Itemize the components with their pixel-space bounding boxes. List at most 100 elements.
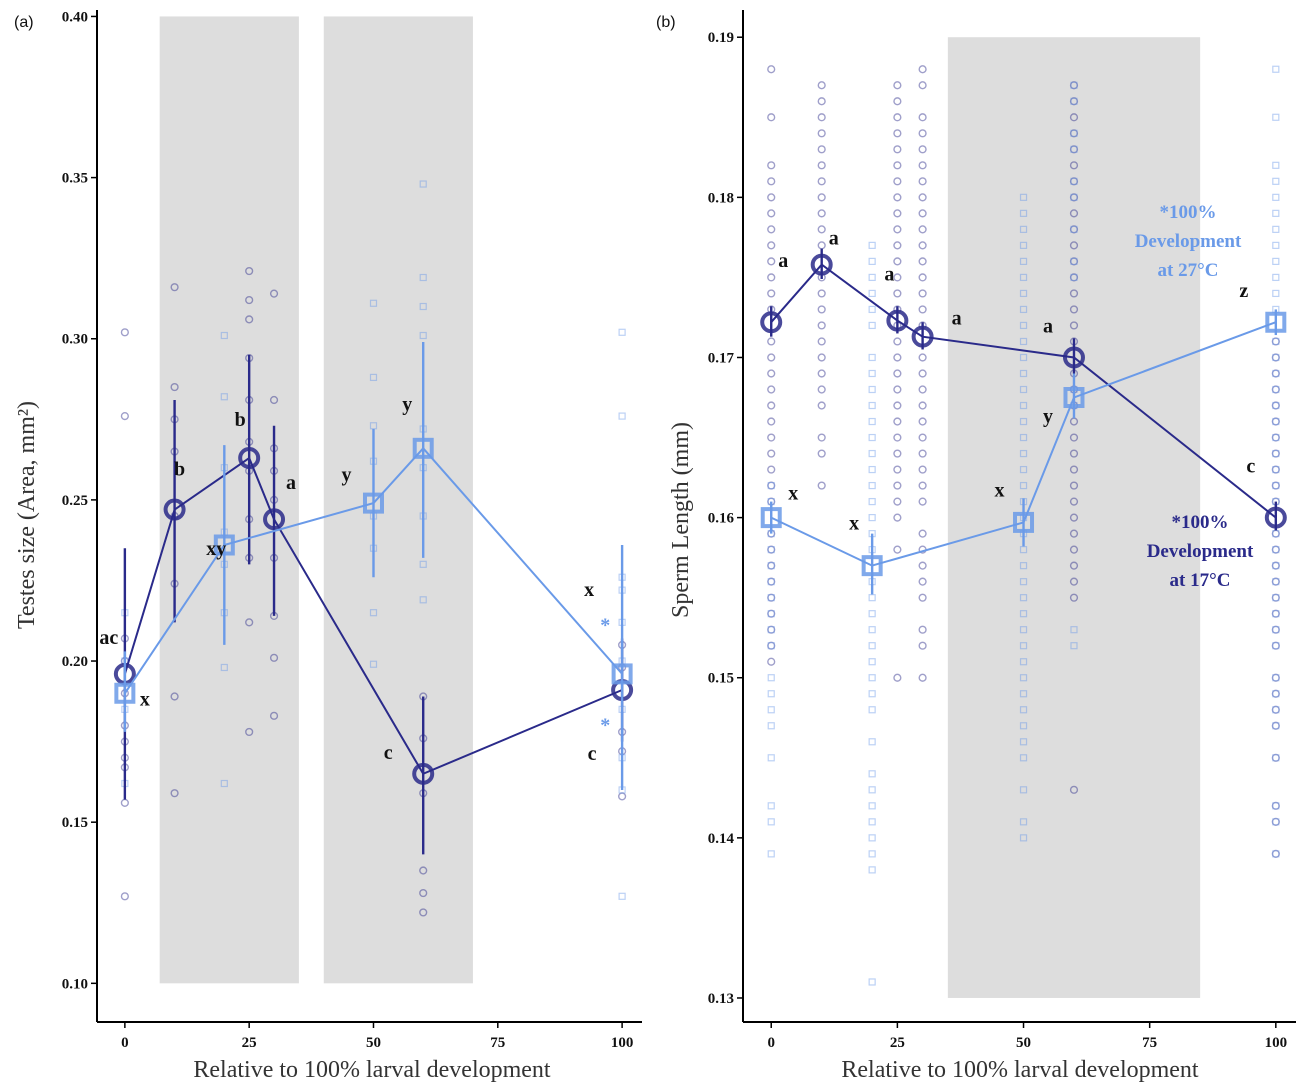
raw-point-dark: [1069, 209, 1079, 218]
raw-point-dark: [1069, 177, 1079, 186]
raw-point-dark: [893, 481, 902, 490]
raw-point-dark: [918, 369, 927, 378]
raw-point-dark: [767, 193, 776, 202]
panel-b-letters: a a a a a c x x x y z: [778, 228, 1255, 535]
raw-point-dark: [1069, 321, 1079, 330]
raw-point-dark: [767, 113, 776, 122]
mean-point-dark: [1264, 506, 1287, 529]
raw-point-dark: [120, 411, 129, 421]
panel-a-axes: 0.10 0.15 0.20 0.25 0.30 0.35 0.40 0 25 50 75 100: [62, 9, 642, 1051]
raw-point-dark: [817, 113, 826, 122]
raw-point-dark: [767, 241, 776, 250]
mean-point-dark: [1062, 346, 1085, 369]
raw-point-dark: [918, 449, 927, 458]
raw-point-dark: [269, 395, 279, 405]
raw-point-light: [1019, 209, 1028, 217]
raw-point-dark: [918, 161, 927, 170]
raw-point-dark: [767, 641, 776, 650]
raw-point-dark: [767, 337, 776, 346]
raw-point-dark: [1271, 817, 1280, 826]
raw-point-light: [1272, 257, 1280, 265]
significance-asterisk: *: [600, 614, 610, 636]
raw-point-light: [868, 401, 876, 410]
raw-point-dark: [1069, 577, 1079, 586]
raw-point-light: [767, 690, 775, 698]
raw-point-light: [1019, 626, 1028, 634]
raw-point-light: [369, 609, 378, 617]
significance-letter-light: x: [584, 579, 594, 601]
raw-point-light: [767, 706, 775, 714]
raw-point-dark: [893, 513, 902, 522]
raw-point-dark: [817, 145, 826, 154]
raw-point-dark: [893, 449, 902, 458]
y-tick-label: 0.30: [62, 332, 88, 348]
raw-point-light: [1272, 225, 1280, 233]
raw-point-dark: [817, 161, 826, 170]
raw-point-light: [1272, 642, 1280, 650]
raw-point-dark: [918, 257, 927, 266]
raw-point-dark: [893, 225, 902, 234]
panel-b-y-axis-title: Sperm Length (mm): [668, 422, 694, 618]
raw-point-dark: [918, 193, 927, 202]
raw-point-dark: [1271, 529, 1280, 538]
raw-point-light: [1272, 594, 1280, 602]
raw-point-dark: [1271, 385, 1280, 394]
raw-point-dark: [817, 353, 826, 362]
raw-point-dark: [1069, 529, 1079, 538]
raw-point-dark: [893, 193, 902, 202]
mean-point-light: [114, 682, 136, 704]
raw-point-dark: [1069, 433, 1079, 442]
raw-point-light: [1070, 193, 1078, 201]
raw-point-dark: [245, 266, 254, 276]
raw-point-dark: [918, 641, 927, 650]
raw-point-light: [868, 241, 876, 249]
raw-point-light: [1019, 546, 1028, 554]
raw-point-dark: [767, 369, 776, 378]
panel-b-label: (b): [656, 14, 676, 31]
raw-point-light: [419, 331, 427, 340]
raw-point-light: [1272, 674, 1280, 682]
raw-point-dark: [817, 177, 826, 186]
raw-point-dark: [893, 161, 902, 170]
raw-point-dark: [893, 113, 902, 122]
raw-point-dark: [767, 289, 776, 298]
raw-point-dark: [893, 209, 902, 218]
panel-a-label: (a): [14, 14, 34, 31]
raw-point-dark: [893, 177, 902, 186]
raw-point-light: [1070, 273, 1078, 282]
raw-point-dark: [1069, 289, 1079, 298]
shaded-region-1: [947, 37, 1201, 998]
raw-point-light: [1070, 145, 1078, 153]
panel-b-x-axis-title: Relative to 100% larval development: [841, 1057, 1199, 1083]
significance-letter-dark: a: [829, 228, 839, 250]
mean-point-dark: [163, 498, 186, 521]
raw-point-dark: [767, 401, 776, 410]
panel-a-y-axis-title: Testes size (Area, mm²): [14, 401, 40, 629]
raw-point-light: [1272, 626, 1280, 634]
raw-point-light: [767, 642, 775, 650]
raw-point-light: [868, 305, 876, 314]
raw-point-light: [1272, 289, 1280, 298]
mean-point-dark: [412, 762, 435, 785]
raw-point-dark: [817, 481, 826, 490]
y-tick-label: 0.17: [708, 350, 735, 366]
raw-point-dark: [1069, 129, 1079, 138]
raw-point-dark: [767, 177, 776, 186]
raw-point-light: [1019, 834, 1028, 842]
raw-point-dark: [893, 497, 902, 506]
raw-point-light: [868, 497, 876, 506]
raw-point-light: [868, 417, 876, 426]
raw-point-dark: [245, 315, 254, 324]
raw-point-light: [1272, 802, 1280, 810]
raw-point-dark: [1069, 161, 1079, 170]
significance-letter-dark: a: [952, 308, 962, 330]
raw-point-light: [1070, 177, 1078, 185]
raw-point-light: [1019, 289, 1028, 298]
raw-point-light: [1019, 449, 1028, 458]
raw-point-dark: [419, 888, 428, 898]
raw-point-light: [369, 299, 378, 307]
raw-point-dark: [1271, 609, 1280, 618]
raw-point-light: [1272, 161, 1280, 169]
